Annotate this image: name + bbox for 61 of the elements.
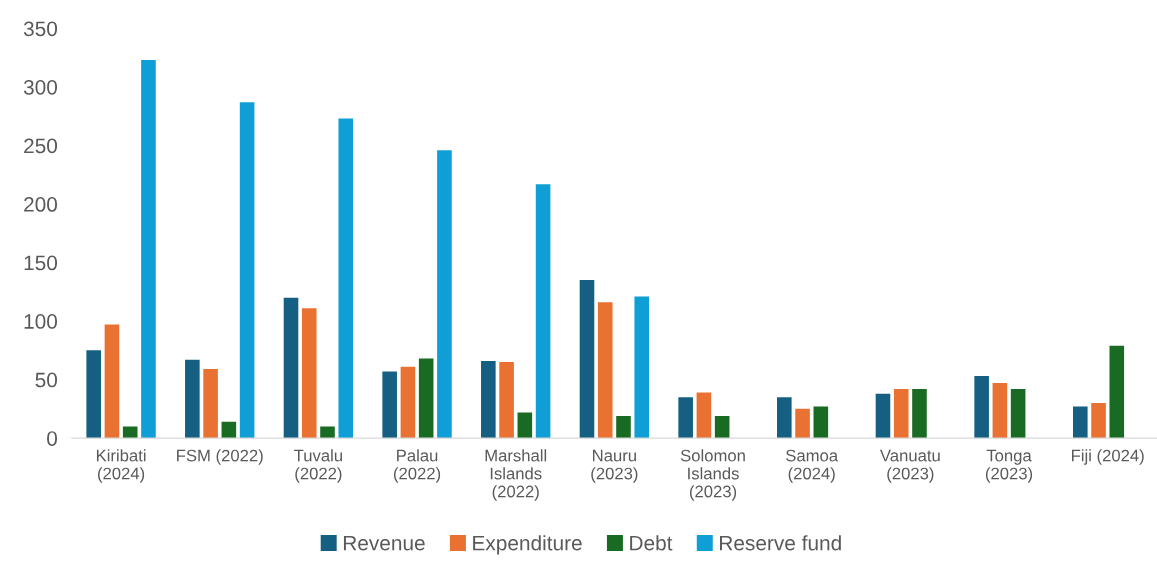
legend-label: Reserve fund xyxy=(720,535,841,551)
bar xyxy=(912,388,927,439)
legend-label: Debt xyxy=(630,535,673,551)
x-tick-label: Marshall Islands (2022) xyxy=(485,449,547,501)
bar xyxy=(203,369,218,439)
bar xyxy=(122,426,138,439)
y-tick-label: 0 xyxy=(47,431,58,446)
bar xyxy=(678,397,693,439)
bar xyxy=(86,350,101,439)
y-tick-label: 350 xyxy=(23,21,58,37)
x-tick-label: Samoa (2024) xyxy=(786,449,839,483)
bar xyxy=(481,360,496,439)
bar xyxy=(634,296,650,439)
x-tick-label: Tonga (2023) xyxy=(985,449,1033,483)
x-tick-label: Vanuatu (2023) xyxy=(879,449,940,483)
bar xyxy=(714,415,730,439)
x-tick-label: Solomon Islands (2023) xyxy=(680,449,745,501)
bar xyxy=(1010,388,1026,439)
legend-label: Revenue xyxy=(343,535,425,551)
bar xyxy=(517,412,533,439)
bar xyxy=(239,102,255,439)
y-tick-label: 150 xyxy=(24,255,58,271)
bar xyxy=(283,297,299,439)
x-tick-label: Nauru (2023) xyxy=(591,449,638,483)
x-tick-label: Tuvalu (2022) xyxy=(294,449,342,483)
bar xyxy=(382,371,397,439)
y-tick-label: 250 xyxy=(24,138,58,154)
legend-label: Expenditure xyxy=(473,535,582,555)
bar xyxy=(437,150,452,439)
y-tick-label: 200 xyxy=(24,197,58,212)
bar xyxy=(418,358,434,439)
bar xyxy=(795,408,810,439)
y-tick-label: 100 xyxy=(24,314,58,329)
bar xyxy=(696,392,712,439)
bar xyxy=(616,415,631,439)
y-tick-label: 300 xyxy=(23,79,58,95)
bar xyxy=(893,388,909,439)
x-tick-label: Palau (2022) xyxy=(393,449,441,483)
bar xyxy=(1109,345,1125,439)
bar xyxy=(597,302,613,439)
bar xyxy=(400,366,416,439)
x-tick-label: FSM (2022) xyxy=(177,449,263,465)
bar xyxy=(185,359,200,439)
bar xyxy=(579,280,595,439)
bar xyxy=(777,397,792,439)
bar xyxy=(338,118,354,439)
bar xyxy=(320,426,335,439)
y-tick-label: 50 xyxy=(35,372,58,388)
x-tick-label: Fiji (2024) xyxy=(1071,449,1144,465)
bar xyxy=(104,324,120,439)
bar xyxy=(992,383,1008,439)
bar xyxy=(535,184,551,439)
bar xyxy=(141,60,156,439)
bar xyxy=(813,406,829,439)
bar xyxy=(1091,403,1106,439)
bar xyxy=(301,308,317,439)
bar xyxy=(875,393,891,439)
bar xyxy=(1072,406,1088,439)
x-tick-label: Kiribati (2024) xyxy=(96,449,146,483)
bar xyxy=(499,362,514,439)
bar xyxy=(974,376,989,439)
